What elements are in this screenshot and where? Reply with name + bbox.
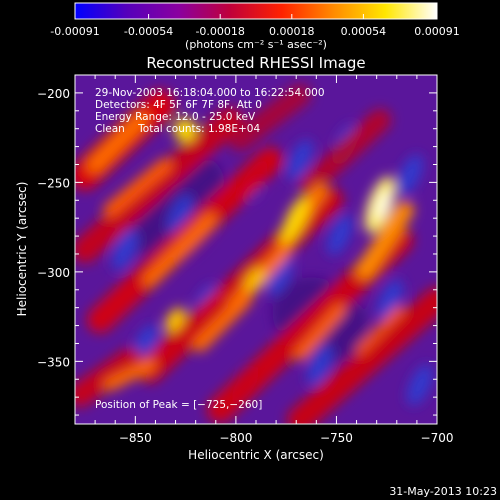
annotation-detectors: Detectors: 4F 5F 6F 7F 8F, Att 0 — [95, 99, 262, 111]
x-tick-label: −750 — [320, 431, 353, 445]
heatmap-streak — [75, 348, 142, 407]
annotation-time-range: 29-Nov-2003 16:18:04.000 to 16:22:54.000 — [95, 87, 325, 99]
x-tick-label: −800 — [219, 431, 252, 445]
heatmap-streak — [294, 304, 346, 361]
heatmap-blob — [377, 279, 403, 321]
heatmap-streak — [193, 293, 252, 352]
colorbar-tick-label: -0.00054 — [124, 25, 173, 38]
footer-date: 31-May-2013 10:23 — [389, 485, 497, 498]
colorbar-tick-label: -0.00091 — [50, 25, 99, 38]
heatmap-blob — [244, 267, 266, 293]
x-axis-label: Heliocentric X (arcsec) — [188, 448, 324, 462]
colorbar-tick-label: -0.00018 — [195, 25, 244, 38]
heatmap-streak — [75, 107, 243, 263]
y-tick-label: −250 — [37, 176, 70, 190]
colorbar-units-label: (photons cm⁻² s⁻¹ asec⁻²) — [185, 38, 327, 51]
y-tick-label: −200 — [37, 87, 70, 101]
chart-title: Reconstructed RHESSI Image — [146, 54, 365, 72]
heatmap-streak — [355, 305, 405, 355]
heatmap-image — [75, 84, 437, 424]
colorbar-ticks: -0.00091 -0.00054 -0.00018 0.00018 0.00054 0.… — [50, 14, 460, 38]
colorbar-tick-label: 0.00091 — [414, 25, 460, 38]
colorbar-tick-label: 0.00054 — [341, 25, 387, 38]
x-tick-label: −850 — [119, 431, 152, 445]
axis-ticks: −850 −800 −750 −700 −200 −250 −300 −350 — [37, 74, 454, 445]
heatmap-blob — [375, 189, 391, 221]
y-tick-label: −300 — [37, 266, 70, 280]
annotation-total-counts: Clean Total counts: 1.98E+04 — [95, 123, 260, 135]
heatmap-streak — [287, 287, 437, 424]
heatmap-blob — [307, 344, 333, 386]
heatmap-blob — [281, 196, 309, 244]
annotation-energy-range: Energy Range: 12.0 - 25.0 keV — [95, 111, 256, 123]
colorbar-tick-label: 0.00018 — [269, 25, 315, 38]
heatmap-streak — [103, 158, 172, 217]
plot-annotations: 29-Nov-2003 16:18:04.000 to 16:22:54.000… — [95, 87, 325, 411]
heatmap-blob — [164, 307, 186, 333]
heatmap-streak — [104, 359, 156, 391]
heatmap-blob — [267, 254, 293, 296]
annotation-peak-position: Position of Peak = [−725,−260] — [95, 399, 262, 411]
colorbar-gradient — [74, 2, 438, 20]
heatmap-streak — [299, 109, 391, 196]
colorbar: -0.00091 -0.00054 -0.00018 0.00018 0.00054 0.… — [50, 2, 460, 51]
plot-area: −850 −800 −750 −700 −200 −250 −300 −350 — [37, 74, 454, 445]
heatmap-blob — [167, 194, 193, 236]
x-tick-label: −700 — [421, 431, 454, 445]
heatmap-blob — [407, 364, 433, 406]
y-axis-label: Heliocentric Y (arcsec) — [15, 182, 29, 317]
heatmap-streak — [143, 213, 217, 287]
heatmap-blob — [397, 154, 423, 196]
heatmap-streak — [356, 201, 414, 279]
heatmap-blob — [174, 118, 196, 142]
heatmap-blob — [112, 229, 138, 271]
heatmap-blob — [287, 139, 313, 181]
y-tick-label: −350 — [37, 355, 70, 369]
heatmap-blob — [327, 214, 353, 256]
heatmap-streak — [87, 112, 148, 173]
heatmap-streak — [229, 84, 311, 151]
